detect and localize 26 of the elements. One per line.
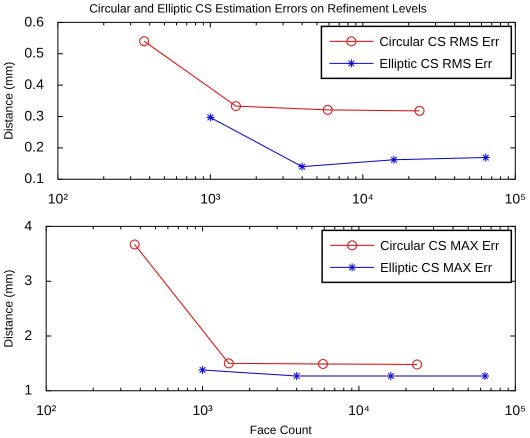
x-tick-label: 10³: [192, 402, 214, 418]
x-tick-label: 10²: [48, 190, 68, 206]
x-axis-title: Face Count: [250, 423, 312, 438]
y-tick-label: 4: [24, 217, 32, 234]
x-tick-label: 10³: [200, 190, 221, 206]
x-tick-label: 10⁴: [348, 402, 370, 418]
y-tick-label: 1: [24, 382, 32, 398]
y-tick-label: 3: [24, 272, 32, 288]
legend-label: Elliptic CS RMS Err: [379, 56, 493, 71]
y-tick-label: 0.4: [24, 76, 44, 92]
legend-label: Circular CS MAX Err: [380, 238, 500, 253]
legend-label: Elliptic CS MAX Err: [380, 260, 493, 275]
y-tick-label: 0.6: [24, 13, 44, 30]
y-tick-label: 0.2: [24, 138, 44, 155]
y-axis-title: Distance (mm): [2, 62, 16, 140]
chart-title: Circular and Elliptic CS Estimation Errors on Refinement Levels: [89, 2, 427, 16]
y-tick-label: 0.1: [24, 170, 44, 186]
x-tick-label: 10⁴: [352, 190, 374, 206]
y-axis-title: Distance (mm): [2, 270, 16, 348]
legend-label: Circular CS RMS Err: [379, 34, 500, 49]
x-tick-label: 10⁵: [504, 402, 526, 418]
y-tick-label: 0.5: [24, 44, 44, 61]
x-tick-label: 10⁵: [504, 190, 526, 206]
y-tick-label: 2: [24, 326, 32, 343]
x-tick-label: 10²: [36, 402, 57, 418]
y-tick-label: 0.3: [24, 107, 44, 124]
